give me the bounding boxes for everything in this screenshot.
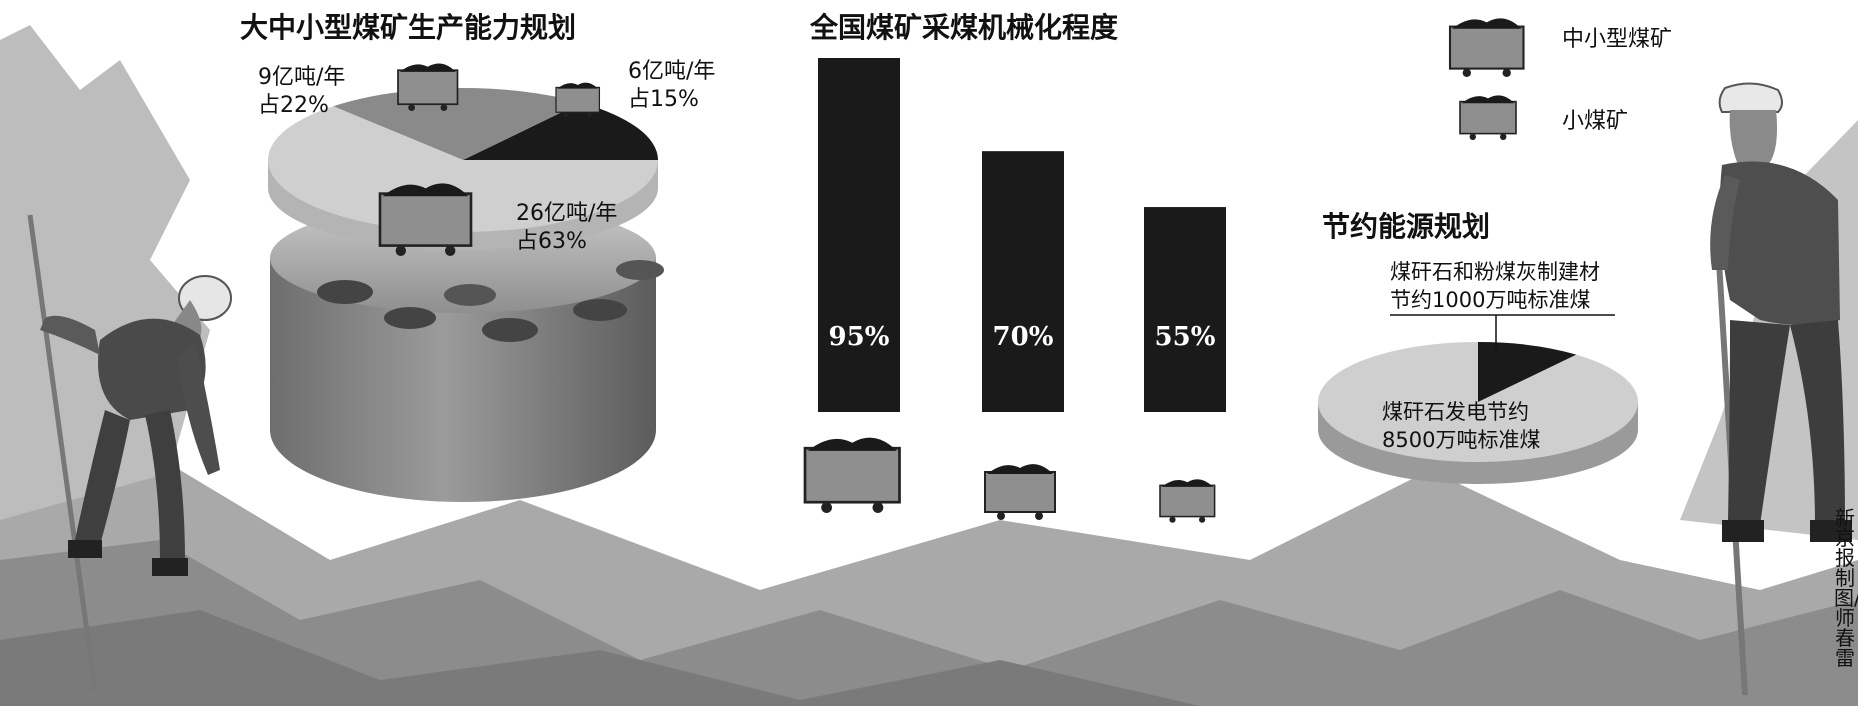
- energy-chart-title: 节约能源规划: [1322, 210, 1491, 243]
- miner-right-figure: [1710, 82, 1852, 696]
- mountain-left-slope: [0, 25, 260, 560]
- pie-slice-medium-small: [333, 88, 582, 160]
- cart-icon-bar-medium: [984, 464, 1056, 520]
- energy-label-building-value: 节约1000万吨标准煤: [1390, 288, 1591, 312]
- pie-label-small-value: 6亿吨/年: [628, 59, 716, 84]
- capacity-cylinder: [268, 160, 664, 502]
- pie-slice-small: [463, 102, 658, 160]
- energy-label-power-value: 8500万吨标准煤: [1382, 428, 1541, 452]
- legend-label-medium-small: 中小型煤矿: [1562, 27, 1673, 52]
- bar-1: [818, 58, 900, 412]
- cart-icon-bar-small: [1159, 479, 1216, 523]
- pie-slice-large: [268, 106, 658, 232]
- credit-text: 新京报制图/师春雷: [1834, 506, 1858, 670]
- bar-2: [982, 151, 1064, 412]
- cart-icon-pie-large: [378, 183, 473, 256]
- capacity-chart-title: 大中小型煤矿生产能力规划: [240, 11, 577, 44]
- pie-label-large-share: 占63%: [516, 229, 587, 254]
- capacity-pie-slices: [268, 88, 658, 232]
- legend-cart-icon-medium: [1448, 18, 1525, 77]
- legend-label-small: 小煤矿: [1562, 109, 1629, 134]
- energy-slice-power: [1318, 342, 1638, 463]
- energy-slice-building: [1478, 342, 1577, 402]
- bar-value-label-small: 55%: [1154, 322, 1216, 352]
- mountain-foreground: [0, 610, 1200, 706]
- mountain-front: [0, 540, 1858, 706]
- energy-label-power-title: 煤矸石发电节约: [1382, 400, 1529, 424]
- mechanization-bars: [818, 58, 1226, 412]
- pie-label-large-value: 26亿吨/年: [516, 201, 618, 226]
- bar-3: [1144, 207, 1226, 412]
- pie-label-medium-small-value: 9亿吨/年: [258, 65, 346, 90]
- bar-value-label-large: 95%: [828, 322, 890, 352]
- cart-icon-pie-medium: [397, 63, 459, 111]
- legend-cart-icon-small: [1459, 95, 1517, 140]
- cart-icon-pie-small: [555, 82, 601, 118]
- energy-label-building-title: 煤矸石和粉煤灰制建材: [1390, 260, 1600, 284]
- pie-label-small-share: 占15%: [628, 87, 699, 112]
- pie-label-medium-small-share: 占22%: [258, 93, 329, 118]
- bar-value-label-medium: 70%: [992, 322, 1054, 352]
- energy-pie-slices: [1318, 342, 1638, 463]
- miner-left-figure: [27, 214, 232, 691]
- mechanization-chart-title: 全国煤矿采煤机械化程度: [810, 11, 1119, 44]
- cart-icon-bar-large: [803, 437, 901, 513]
